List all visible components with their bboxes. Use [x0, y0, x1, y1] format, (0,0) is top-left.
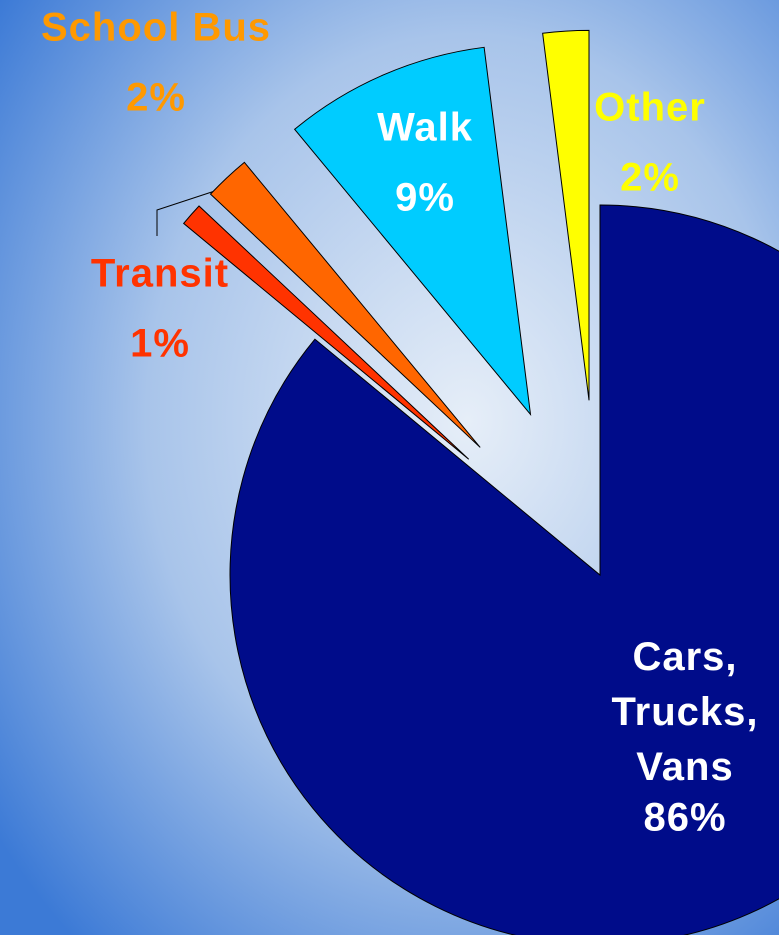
slice-label: Cars, Trucks, Vans [611, 635, 759, 789]
pie-slice [542, 29, 590, 401]
slice-label: Transit [91, 252, 229, 296]
value-label: 2% [126, 76, 186, 120]
pie-slice [209, 161, 481, 448]
slice-label: Walk [377, 106, 473, 150]
value-label: 86% [643, 796, 726, 840]
value-label: 1% [130, 322, 190, 366]
pie-slice [182, 205, 470, 460]
pie-slice [293, 46, 532, 417]
pie-slice [229, 204, 779, 935]
leader-line [156, 185, 231, 236]
slice-label: Other [594, 86, 706, 130]
value-label: 2% [620, 156, 680, 200]
value-label: 9% [395, 176, 455, 220]
slice-label: School Bus [41, 6, 271, 50]
